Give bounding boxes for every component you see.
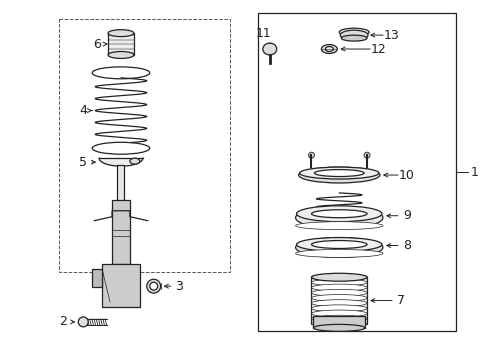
- Text: 4: 4: [79, 104, 87, 117]
- Ellipse shape: [312, 284, 367, 291]
- Ellipse shape: [296, 238, 382, 251]
- Text: 8: 8: [403, 239, 411, 252]
- Ellipse shape: [321, 45, 337, 54]
- Circle shape: [107, 288, 115, 296]
- Ellipse shape: [312, 320, 367, 327]
- Text: 10: 10: [399, 168, 415, 181]
- Ellipse shape: [298, 167, 380, 183]
- Circle shape: [93, 274, 101, 282]
- Bar: [258, 13, 456, 331]
- Ellipse shape: [312, 294, 367, 301]
- Bar: [312, 277, 367, 324]
- Ellipse shape: [314, 324, 365, 331]
- Ellipse shape: [92, 67, 150, 79]
- Ellipse shape: [108, 30, 134, 37]
- Ellipse shape: [312, 240, 367, 248]
- Ellipse shape: [312, 305, 367, 312]
- Bar: [108, 33, 134, 55]
- Text: 5: 5: [79, 156, 87, 168]
- Ellipse shape: [325, 46, 333, 51]
- Ellipse shape: [147, 279, 161, 293]
- Ellipse shape: [130, 158, 140, 164]
- Ellipse shape: [312, 210, 367, 218]
- Bar: [59, 19, 230, 272]
- Text: 9: 9: [403, 209, 411, 222]
- Ellipse shape: [263, 43, 277, 55]
- Circle shape: [107, 272, 115, 280]
- Ellipse shape: [92, 142, 150, 154]
- Ellipse shape: [78, 317, 88, 327]
- Ellipse shape: [295, 207, 383, 229]
- Ellipse shape: [295, 238, 383, 257]
- Bar: [118, 165, 124, 235]
- Text: 7: 7: [397, 294, 405, 307]
- Ellipse shape: [312, 279, 367, 286]
- Ellipse shape: [312, 289, 367, 296]
- Ellipse shape: [299, 167, 379, 179]
- Ellipse shape: [341, 35, 367, 41]
- Ellipse shape: [312, 310, 367, 317]
- Ellipse shape: [312, 273, 367, 281]
- Ellipse shape: [295, 249, 383, 257]
- Ellipse shape: [295, 222, 383, 230]
- Ellipse shape: [312, 300, 367, 307]
- Text: 6: 6: [93, 37, 101, 50]
- Circle shape: [309, 152, 315, 158]
- Ellipse shape: [150, 282, 158, 290]
- Text: 11: 11: [256, 27, 272, 40]
- Circle shape: [127, 272, 135, 280]
- Bar: [314, 316, 365, 328]
- Ellipse shape: [339, 28, 369, 36]
- Bar: [102, 264, 140, 307]
- Circle shape: [127, 288, 135, 296]
- Text: 3: 3: [175, 280, 183, 293]
- Text: 1: 1: [470, 166, 478, 179]
- Text: 2: 2: [59, 315, 67, 328]
- Ellipse shape: [312, 274, 367, 281]
- Text: 13: 13: [384, 29, 400, 42]
- Ellipse shape: [340, 30, 368, 40]
- Ellipse shape: [312, 315, 367, 322]
- Ellipse shape: [296, 206, 382, 222]
- Bar: [112, 200, 130, 264]
- Text: 12: 12: [371, 42, 387, 55]
- Circle shape: [364, 152, 370, 158]
- Ellipse shape: [108, 51, 134, 58]
- Ellipse shape: [315, 170, 364, 176]
- Bar: [92, 269, 102, 287]
